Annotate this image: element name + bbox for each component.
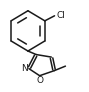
- Text: Cl: Cl: [56, 11, 65, 20]
- Text: N: N: [21, 64, 28, 73]
- Text: O: O: [36, 76, 43, 85]
